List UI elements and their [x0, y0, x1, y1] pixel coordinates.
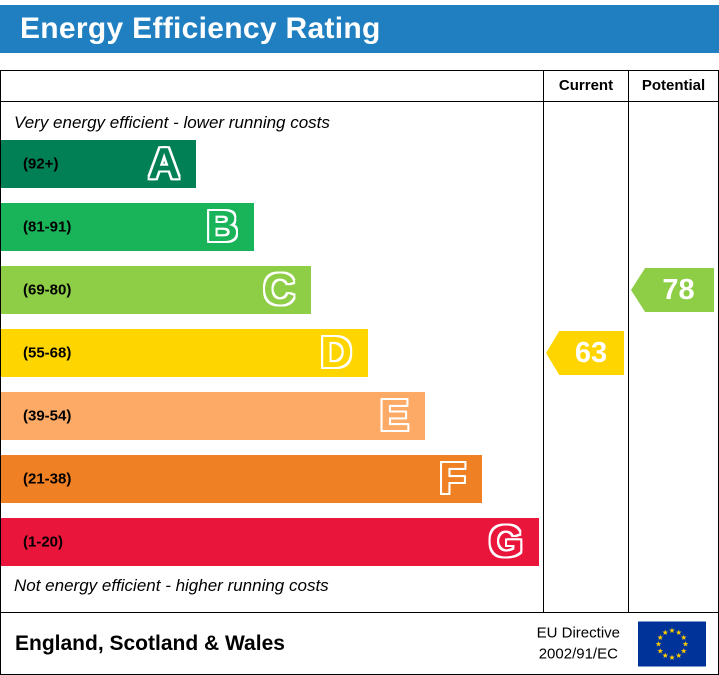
footer-region-label: England, Scotland & Wales: [15, 631, 285, 655]
svg-text:★: ★: [682, 639, 689, 648]
band-range-label: (92+): [23, 155, 59, 173]
band-range-label: (81-91): [23, 218, 72, 236]
band-row-f: (21-38) F: [1, 455, 482, 503]
svg-text:★: ★: [669, 653, 676, 662]
band-row-c: (69-80) C: [1, 266, 311, 314]
column-header-current: Current: [558, 77, 614, 94]
potential-indicator: 78: [631, 268, 714, 312]
band-letter: E: [379, 391, 409, 440]
svg-text:★: ★: [657, 646, 664, 655]
title-bar: Energy Efficiency Rating: [0, 5, 719, 53]
rating-chart: Current Potential Very energy efficient …: [0, 70, 719, 613]
eu-directive-line2: 2002/91/EC: [538, 645, 618, 663]
page-title: Energy Efficiency Rating: [20, 12, 381, 45]
svg-text:★: ★: [680, 632, 687, 641]
potential-column-divider: [628, 71, 629, 612]
band-letter: A: [148, 139, 180, 188]
band-range-label: (69-80): [23, 281, 72, 299]
top-note: Very energy efficient - lower running co…: [14, 113, 330, 132]
svg-text:★: ★: [675, 651, 682, 660]
band-range-label: (39-54): [23, 407, 72, 425]
svg-text:★: ★: [680, 646, 687, 655]
footer-bar: England, Scotland & Wales EU Directive 2…: [0, 612, 719, 675]
svg-text:★: ★: [657, 632, 664, 641]
eu-flag-stars: ★ ★ ★ ★ ★ ★ ★ ★ ★ ★ ★ ★: [655, 626, 689, 662]
band-letter: G: [488, 517, 523, 566]
svg-text:★: ★: [675, 627, 682, 636]
band-letter: F: [439, 454, 466, 503]
svg-text:★: ★: [662, 651, 669, 660]
current-indicator: 63: [546, 331, 624, 375]
svg-text:★: ★: [655, 639, 662, 648]
band-letter: B: [206, 202, 238, 251]
band-range-label: (1-20): [23, 533, 64, 551]
eu-directive-line1: EU Directive: [536, 623, 620, 641]
band-row-g: (1-20) G: [1, 518, 539, 566]
potential-value: 78: [662, 274, 695, 306]
band-letter: C: [263, 265, 295, 314]
band-row-d: (55-68) D: [1, 329, 368, 377]
eu-flag-icon: ★ ★ ★ ★ ★ ★ ★ ★ ★ ★ ★ ★: [638, 621, 706, 666]
current-value: 63: [574, 337, 608, 369]
eu-directive-label: EU Directive 2002/91/EC: [537, 622, 620, 666]
eu-flag-field: [638, 621, 706, 666]
svg-text:★: ★: [669, 626, 676, 635]
band-row-e: (39-54) E: [1, 392, 425, 440]
current-column-divider: [543, 71, 544, 612]
column-header-potential: Potential: [641, 77, 706, 94]
band-letter: D: [320, 328, 352, 377]
band-range-label: (55-68): [23, 344, 72, 362]
svg-text:★: ★: [662, 627, 669, 636]
band-row-b: (81-91) B: [1, 203, 254, 251]
band-row-a: (92+) A: [1, 140, 196, 188]
header-row-divider: [1, 101, 718, 102]
band-range-label: (21-38): [23, 470, 72, 488]
bottom-note: Not energy efficient - higher running co…: [14, 576, 329, 595]
